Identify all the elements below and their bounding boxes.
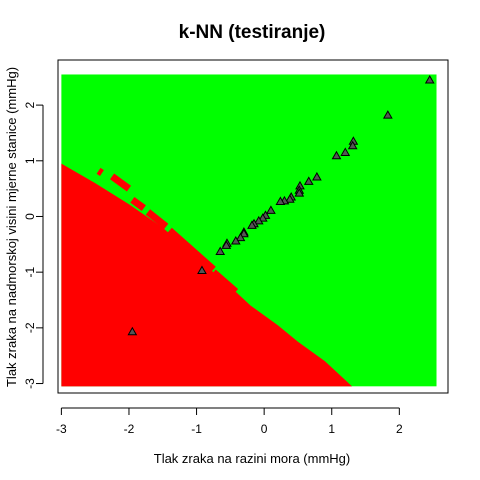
data-point — [303, 176, 314, 185]
data-point — [215, 246, 226, 256]
red-region-stripe — [145, 209, 169, 230]
x-tick-label: -1 — [191, 422, 202, 436]
x-tick-label: 0 — [261, 422, 268, 436]
data-point — [127, 326, 138, 336]
data-point — [382, 110, 393, 119]
test-points — [127, 75, 435, 336]
x-tick-label: -2 — [124, 422, 135, 436]
data-point — [221, 240, 232, 249]
data-point — [275, 196, 286, 205]
red-region-stripe — [211, 269, 239, 295]
data-point — [312, 171, 322, 181]
data-point — [230, 235, 241, 245]
x-tick-label: 1 — [328, 422, 335, 436]
red-region-stripe — [110, 173, 132, 192]
y-tick-label: 2 — [23, 101, 37, 108]
x-tick-label: -3 — [56, 422, 67, 436]
data-point — [235, 232, 246, 242]
data-point — [266, 205, 276, 214]
x-axis-label: Tlak zraka na razini mora (mmHg) — [154, 451, 351, 466]
x-axis: -3 -2 -1 0 1 2 — [56, 407, 403, 436]
y-tick-label: 1 — [23, 157, 37, 164]
data-point — [284, 194, 295, 203]
y-tick-label: -1 — [23, 267, 37, 278]
red-region-stripe — [130, 196, 146, 211]
data-point — [257, 213, 268, 222]
data-point — [197, 265, 207, 274]
red-region-stripe — [167, 227, 216, 272]
data-point — [294, 188, 305, 197]
y-axis: -3 -2 -1 0 1 2 — [23, 101, 44, 389]
chart-title: k-NN (testiranje) — [179, 22, 326, 43]
data-point — [424, 75, 435, 84]
data-point — [347, 140, 358, 150]
y-tick-label: -3 — [23, 378, 37, 389]
data-point — [247, 220, 257, 229]
red-region-stripe — [96, 167, 104, 176]
decision-region — [61, 74, 437, 387]
data-point — [253, 215, 264, 225]
data-point — [239, 228, 249, 238]
y-tick-label: -2 — [23, 322, 37, 333]
x-tick-label: 2 — [396, 422, 403, 436]
data-point — [331, 150, 342, 160]
data-point — [340, 147, 351, 156]
plot-frame — [57, 59, 449, 394]
y-tick-label: 0 — [23, 213, 37, 220]
y-axis-label: Tlak zraka na nadmorskoj visini mjerne s… — [4, 67, 19, 387]
